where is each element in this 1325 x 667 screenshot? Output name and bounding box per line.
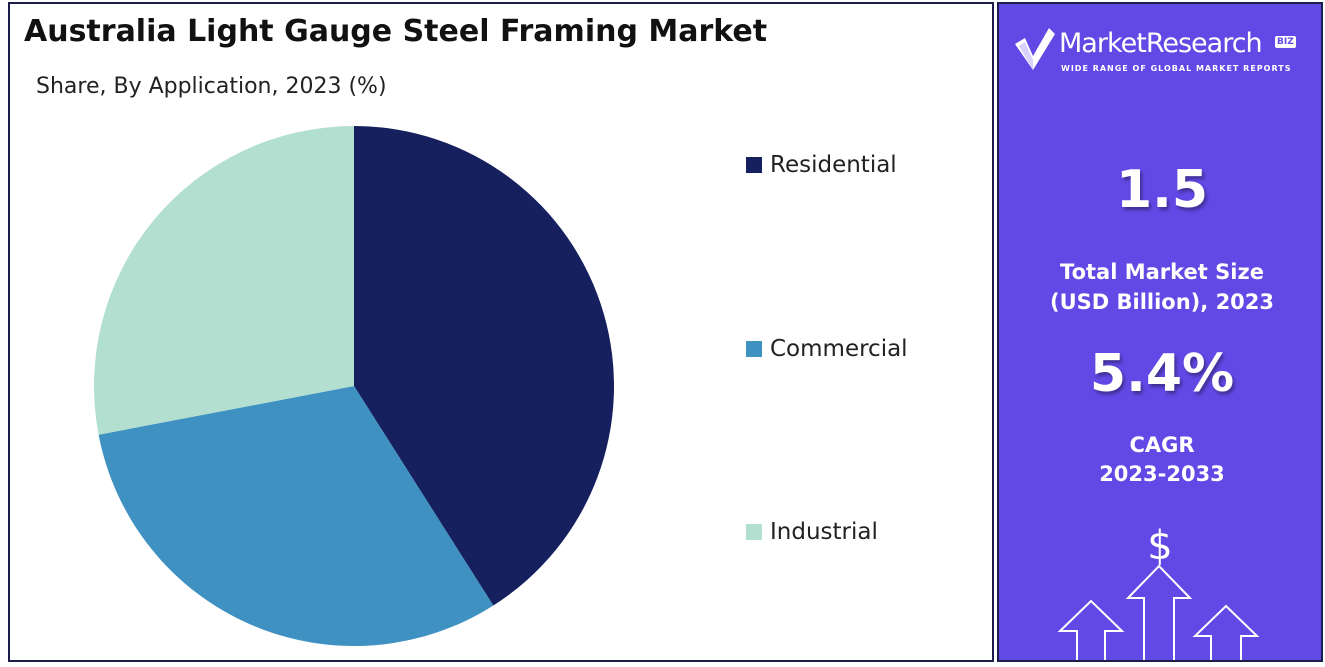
legend-swatch: [746, 524, 762, 540]
check-logo-icon: [1015, 28, 1055, 70]
legend-swatch: [746, 157, 762, 173]
brand-name: MarketResearch: [1059, 28, 1263, 59]
chart-panel: Australia Light Gauge Steel Framing Mark…: [8, 2, 994, 662]
market-size-value: 1.5: [1115, 160, 1209, 220]
pie-slice-industrial: [94, 126, 355, 435]
legend-label: Residential: [770, 152, 897, 178]
legend-item-commercial: Commercial: [746, 334, 908, 364]
cagr-label-line1: CAGR: [1129, 433, 1195, 457]
dollar-sign-icon: $: [1147, 523, 1172, 569]
legend-swatch: [746, 341, 762, 357]
growth-arrows-icon: $: [1057, 523, 1260, 660]
legend-item-industrial: Industrial: [746, 517, 878, 547]
pie-chart: [94, 126, 615, 646]
legend-item-residential: Residential: [746, 150, 897, 180]
pie-slice-residential: [354, 126, 615, 606]
brand: MarketResearch BIZ WIDE RANGE OF GLOBAL …: [1013, 26, 1313, 76]
market-size-label-line2: (USD Billion), 2023: [1049, 290, 1275, 314]
chart-title: Australia Light Gauge Steel Framing Mark…: [24, 14, 768, 49]
chart-subtitle: Share, By Application, 2023 (%): [36, 74, 387, 99]
cagr-label-line2: 2023-2033: [1099, 462, 1225, 486]
pie-slice-commercial: [98, 386, 494, 646]
legend-label: Commercial: [770, 336, 908, 362]
summary-sidebar: MarketResearch BIZ WIDE RANGE OF GLOBAL …: [997, 2, 1323, 662]
cagr-value: 5.4%: [1089, 344, 1235, 404]
brand-badge: BIZ: [1275, 36, 1296, 48]
brand-tagline: WIDE RANGE OF GLOBAL MARKET REPORTS: [1061, 64, 1292, 73]
legend-label: Industrial: [770, 519, 878, 545]
market-size-label-line1: Total Market Size: [1060, 260, 1264, 284]
